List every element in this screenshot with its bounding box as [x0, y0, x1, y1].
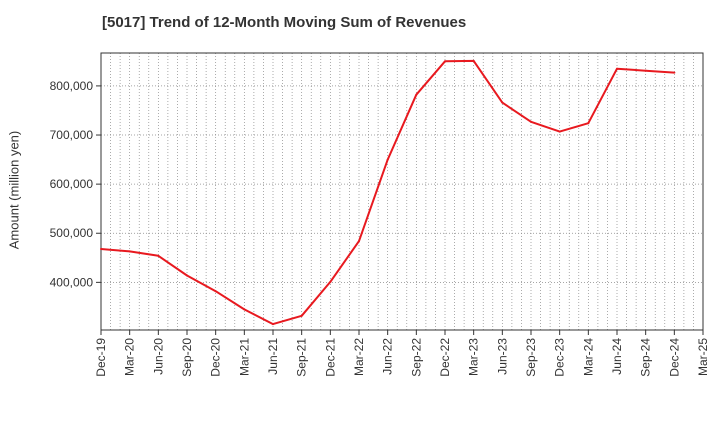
data-point [444, 60, 446, 63]
x-tick-label: Sep-23 [524, 338, 538, 377]
x-tick-label: Dec-23 [553, 338, 567, 377]
data-point [358, 240, 360, 243]
x-tick-label: Mar-23 [467, 338, 481, 376]
data-point [386, 158, 389, 161]
x-tick-label: Mar-25 [696, 338, 710, 376]
data-point [157, 254, 160, 257]
x-tick-label: Mar-20 [123, 338, 137, 376]
x-tick-label: Mar-22 [352, 338, 366, 376]
data-point [558, 130, 561, 133]
data-point [616, 67, 618, 70]
y-tick-label: 500,000 [50, 226, 94, 240]
x-tick-label: Jun-22 [381, 338, 395, 375]
x-tick-label: Dec-22 [438, 338, 452, 377]
x-tick-label: Sep-20 [180, 338, 194, 377]
x-tick-label: Dec-20 [209, 338, 223, 377]
x-tick-label: Jun-20 [151, 338, 165, 375]
x-tick-label: Jun-24 [610, 338, 624, 375]
data-point [214, 290, 217, 293]
data-point [415, 93, 418, 96]
y-tick-label: 600,000 [50, 177, 94, 191]
x-tick-label: Dec-19 [94, 338, 108, 377]
x-tick-label: Sep-21 [295, 338, 309, 377]
data-point [530, 120, 532, 123]
x-tick-label: Sep-22 [409, 338, 423, 377]
data-point [128, 250, 131, 253]
x-tick-label: Mar-24 [581, 338, 595, 376]
x-tick-label: Dec-21 [323, 338, 337, 377]
x-tick-label: Sep-24 [639, 338, 653, 377]
data-point [243, 308, 246, 311]
data-point [329, 280, 332, 283]
data-point [644, 69, 647, 72]
y-tick-label: 700,000 [50, 128, 94, 142]
data-point [587, 122, 590, 125]
data-point [673, 71, 676, 74]
x-tick-label: Jun-21 [266, 338, 280, 375]
x-tick-label: Dec-24 [667, 338, 681, 377]
chart-title: [5017] Trend of 12-Month Moving Sum of R… [102, 14, 467, 31]
y-tick-label: 400,000 [50, 275, 94, 289]
plot-frame [100, 52, 704, 331]
y-tick-label: 800,000 [50, 79, 94, 93]
data-point [472, 59, 475, 62]
x-tick-label: Mar-21 [237, 338, 251, 376]
data-point [186, 274, 188, 277]
data-point [272, 323, 274, 326]
x-tick-label: Jun-23 [495, 338, 509, 375]
data-point [501, 101, 504, 104]
data-point [300, 314, 303, 317]
data-point [100, 247, 102, 250]
